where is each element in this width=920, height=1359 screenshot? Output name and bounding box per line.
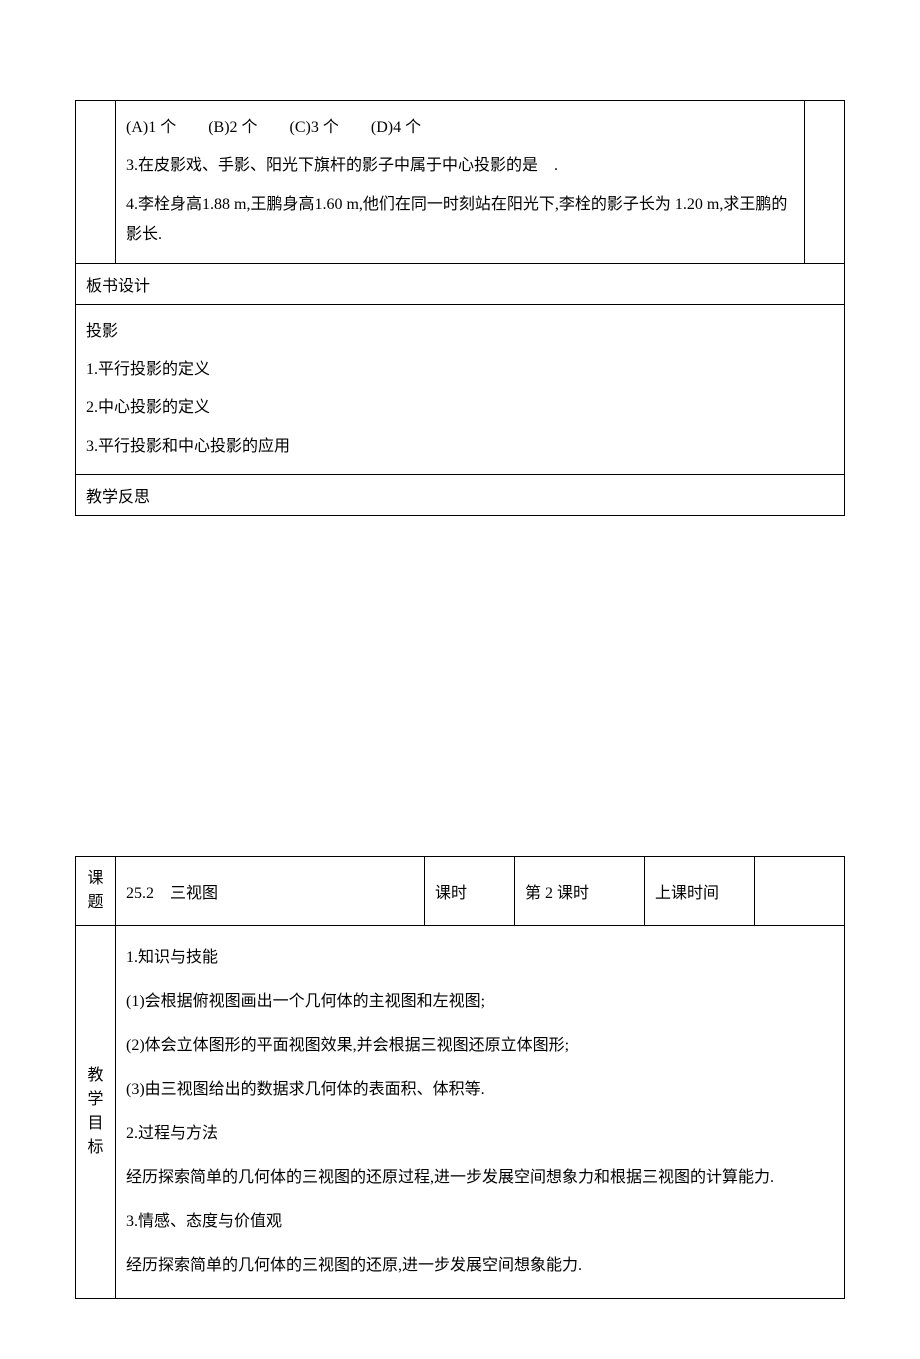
teaching-reflection-row: 教学反思	[76, 475, 845, 516]
board-design-title: 板书设计	[76, 263, 845, 304]
obj-line-8: 经历探索简单的几何体的三视图的还原,进一步发展空间想象能力.	[126, 1244, 834, 1288]
question-3: 3.在皮影戏、手影、阳光下旗杆的影子中属于中心投影的是 .	[126, 147, 794, 185]
exercises-row: (A)1 个 (B)2 个 (C)3 个 (D)4 个 3.在皮影戏、手影、阳光…	[76, 101, 845, 264]
obj-line-4: (3)由三视图给出的数据求几何体的表面积、体积等.	[126, 1068, 834, 1112]
topic-label: 课题	[88, 867, 104, 915]
obj-line-1: 1.知识与技能	[126, 936, 834, 980]
spacer	[75, 516, 845, 856]
objectives-label-cell: 教学目标	[76, 926, 116, 1299]
lower-table: 课题 25.2 三视图 课时 第 2 课时 上课时间 教学目标 1.知识与技能 …	[75, 856, 845, 1299]
obj-line-2: (1)会根据俯视图画出一个几何体的主视图和左视图;	[126, 980, 834, 1024]
exercises-cell: (A)1 个 (B)2 个 (C)3 个 (D)4 个 3.在皮影戏、手影、阳光…	[116, 101, 805, 264]
header-row: 课题 25.2 三视图 课时 第 2 课时 上课时间	[76, 857, 845, 926]
board-design-title-row: 板书设计	[76, 263, 845, 304]
obj-line-3: (2)体会立体图形的平面视图效果,并会根据三视图还原立体图形;	[126, 1024, 834, 1068]
upper-table: (A)1 个 (B)2 个 (C)3 个 (D)4 个 3.在皮影戏、手影、阳光…	[75, 100, 845, 516]
obj-line-7: 3.情感、态度与价值观	[126, 1200, 834, 1244]
topic-label-cell: 课题	[76, 857, 116, 926]
board-design-content-row: 投影 1.平行投影的定义 2.中心投影的定义 3.平行投影和中心投影的应用	[76, 304, 845, 475]
period-label: 课时	[425, 857, 515, 926]
question-4: 4.李栓身高1.88 m,王鹏身高1.60 m,他们在同一时刻站在阳光下,李栓的…	[126, 186, 794, 255]
objectives-content: 1.知识与技能 (1)会根据俯视图画出一个几何体的主视图和左视图; (2)体会立…	[116, 926, 845, 1299]
class-time-value	[755, 857, 845, 926]
objectives-row: 教学目标 1.知识与技能 (1)会根据俯视图画出一个几何体的主视图和左视图; (…	[76, 926, 845, 1299]
period-value: 第 2 课时	[515, 857, 645, 926]
board-line-3: 2.中心投影的定义	[86, 389, 834, 427]
objectives-label: 教学目标	[88, 1064, 104, 1160]
board-line-2: 1.平行投影的定义	[86, 351, 834, 389]
board-line-1: 投影	[86, 313, 834, 351]
board-design-content: 投影 1.平行投影的定义 2.中心投影的定义 3.平行投影和中心投影的应用	[76, 304, 845, 475]
teaching-reflection: 教学反思	[76, 475, 845, 516]
topic-value: 25.2 三视图	[116, 857, 425, 926]
left-empty-cell	[76, 101, 116, 264]
board-line-4: 3.平行投影和中心投影的应用	[86, 428, 834, 466]
obj-line-5: 2.过程与方法	[126, 1112, 834, 1156]
right-empty-cell	[805, 101, 845, 264]
class-time-label: 上课时间	[645, 857, 755, 926]
options-line: (A)1 个 (B)2 个 (C)3 个 (D)4 个	[126, 109, 794, 147]
obj-line-6: 经历探索简单的几何体的三视图的还原过程,进一步发展空间想象力和根据三视图的计算能…	[126, 1156, 834, 1200]
